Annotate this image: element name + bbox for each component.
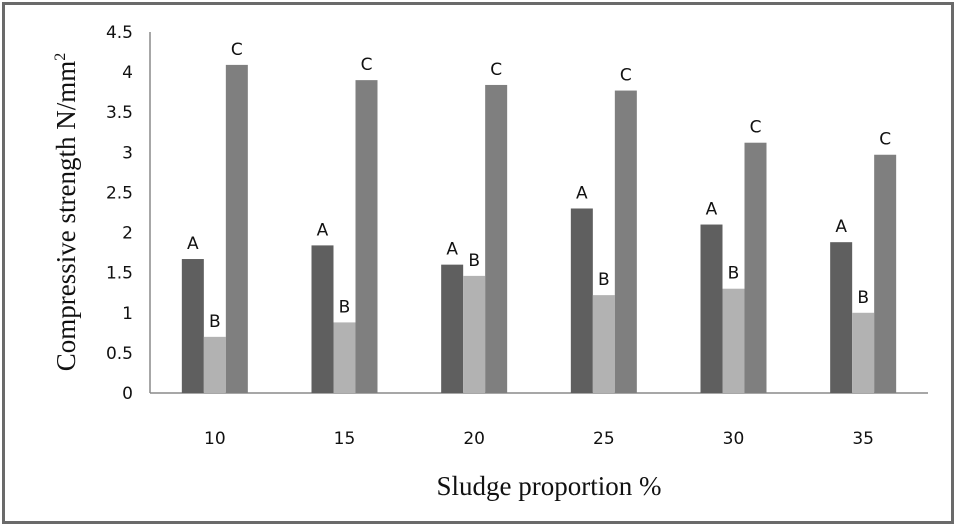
y-tick-label: 3.5	[106, 103, 133, 123]
bar	[592, 295, 615, 393]
bar-data-label: B	[339, 297, 351, 317]
x-axis-title: Sludge proportion %	[437, 471, 662, 501]
y-tick-label: 4	[122, 63, 133, 83]
bar-data-label: B	[209, 312, 221, 332]
y-tick-label: 1	[122, 304, 133, 324]
x-tick-label: 10	[204, 429, 226, 449]
bar-data-label: B	[598, 270, 610, 290]
bar-data-label: A	[706, 200, 718, 220]
x-tick-label: 15	[334, 429, 356, 449]
bar-data-label: C	[879, 130, 891, 150]
y-tick-label: 2	[122, 224, 133, 244]
bar-data-label: A	[317, 220, 329, 240]
bar-data-label: C	[231, 40, 243, 60]
y-tick-labels: 0 0.5 1 1.5 2 2.5 3 3.5 4 4.5	[106, 23, 133, 404]
bar	[311, 245, 334, 393]
bar	[830, 242, 853, 393]
bar-data-label: B	[728, 264, 740, 284]
bar	[463, 275, 486, 393]
y-axis-title-main: Compressive strength N/mm	[51, 61, 81, 371]
bar	[570, 208, 593, 393]
bar-data-label: C	[361, 55, 373, 75]
x-tick-label: 25	[593, 429, 615, 449]
bar	[614, 90, 637, 393]
y-tick-label: 2.5	[106, 183, 133, 203]
bar-data-label: C	[750, 118, 762, 138]
x-tick-label: 35	[852, 429, 874, 449]
y-tick-label: 3	[122, 143, 133, 163]
bar-data-label: A	[835, 217, 847, 237]
bar	[181, 259, 204, 393]
bar-data-label: A	[187, 234, 199, 254]
bars	[181, 64, 897, 394]
x-tick-label: 30	[723, 429, 745, 449]
bar	[441, 264, 464, 393]
y-tick-label: 1.5	[106, 264, 133, 284]
x-tick-label: 20	[463, 429, 485, 449]
bar-data-label: C	[620, 66, 632, 86]
bar	[203, 336, 226, 393]
bar-data-label: C	[490, 60, 502, 80]
y-tick-label: 4.5	[106, 23, 133, 43]
bar-data-label: A	[446, 240, 458, 260]
bar	[700, 224, 723, 393]
bar	[874, 154, 897, 393]
y-tick-label: 0	[122, 384, 133, 404]
bar	[333, 322, 356, 393]
bar	[485, 84, 508, 394]
bar	[852, 312, 875, 393]
bar-data-label: B	[857, 288, 869, 308]
bar-data-label: A	[576, 183, 588, 203]
y-tick-label: 0.5	[106, 344, 133, 364]
bar	[225, 64, 248, 393]
bar	[355, 80, 378, 393]
y-axis-title: Compressive strength N/mm2	[51, 53, 81, 371]
bar	[722, 288, 745, 393]
bar-data-label: B	[468, 251, 480, 271]
x-tick-labels: 10 15 20 25 30 35	[204, 429, 874, 449]
bar	[744, 142, 767, 393]
y-axis-title-superscript: 2	[52, 53, 69, 61]
